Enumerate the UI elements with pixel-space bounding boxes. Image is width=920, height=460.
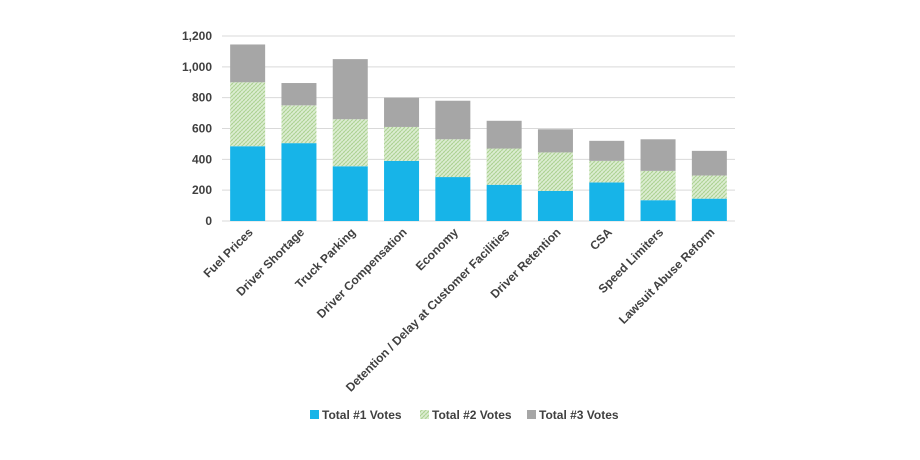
y-tick-label: 800 xyxy=(192,91,212,105)
bar-segment-series-3 xyxy=(537,129,573,153)
bar-segment-series-1 xyxy=(435,177,471,221)
bar-segment-series-2 xyxy=(332,119,368,167)
bar-segment-series-3 xyxy=(230,44,266,83)
bar-segment-series-1 xyxy=(230,146,266,221)
y-tick-label: 600 xyxy=(192,122,212,136)
legend-swatch xyxy=(420,410,429,419)
bar-segment-series-1 xyxy=(332,166,368,221)
bar-segment-series-1 xyxy=(640,200,676,221)
legend-label: Total #3 Votes xyxy=(539,408,619,422)
bars xyxy=(230,44,727,221)
legend-swatch xyxy=(527,410,536,419)
legend: Total #1 Votes Total #2 Votes Total #3 Vot… xyxy=(310,408,619,422)
bar-segment-series-3 xyxy=(486,120,522,149)
bar-segment-series-1 xyxy=(486,184,522,221)
bar-segment-series-2 xyxy=(589,160,625,183)
x-category-label: Lawsuit Abuse Reform xyxy=(616,225,718,327)
bar-segment-series-3 xyxy=(589,140,625,161)
legend-label: Total #1 Votes xyxy=(322,408,402,422)
bar-segment-series-1 xyxy=(691,198,727,221)
bar-segment-series-1 xyxy=(384,160,420,221)
bar-segment-series-2 xyxy=(281,105,317,144)
legend-label: Total #2 Votes xyxy=(432,408,512,422)
y-tick-label: 1,200 xyxy=(182,29,212,43)
bar-segment-series-2 xyxy=(230,82,266,147)
bar-segment-series-1 xyxy=(589,182,625,221)
y-tick-label: 1,000 xyxy=(182,60,212,74)
bar-segment-series-3 xyxy=(640,139,676,171)
bar-segment-series-2 xyxy=(537,152,573,191)
x-category-label: Fuel Prices xyxy=(201,225,256,280)
x-category-label: Driver Compensation xyxy=(314,225,410,321)
bar-segment-series-1 xyxy=(281,143,317,221)
x-category-label: CSA xyxy=(587,225,615,253)
y-tick-label: 200 xyxy=(192,183,212,197)
y-tick-label: 400 xyxy=(192,152,212,166)
y-tick-label: 0 xyxy=(205,214,212,228)
bar-segment-series-3 xyxy=(384,97,420,127)
bar-segment-series-3 xyxy=(281,83,317,106)
bar-segment-series-3 xyxy=(691,150,727,176)
bar-segment-series-2 xyxy=(384,126,420,161)
bar-segment-series-2 xyxy=(640,170,676,201)
bar-segment-series-2 xyxy=(435,139,471,178)
bar-segment-series-3 xyxy=(435,100,471,140)
bar-segment-series-2 xyxy=(691,175,727,199)
x-category-label: Economy xyxy=(413,225,461,273)
bar-segment-series-1 xyxy=(537,190,573,221)
bar-segment-series-3 xyxy=(332,59,368,120)
bar-segment-series-2 xyxy=(486,148,522,185)
y-axis: 0 200 400 600 800 1,000 1,200 xyxy=(182,29,212,228)
legend-swatch xyxy=(310,410,319,419)
